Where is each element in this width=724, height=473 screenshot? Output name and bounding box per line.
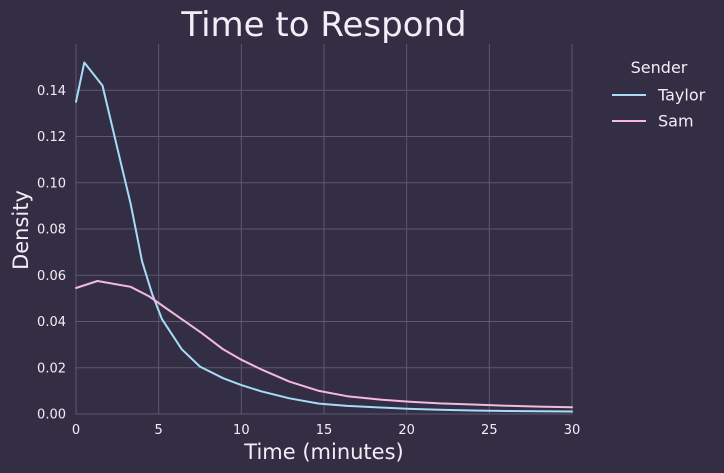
- x-tick-label: 0: [72, 423, 80, 438]
- x-axis-label: Time (minutes): [243, 440, 403, 464]
- series-line-taylor: [75, 61, 573, 413]
- legend-items: Taylor Sam: [612, 86, 706, 131]
- legend-label-taylor: Taylor: [657, 86, 706, 105]
- y-tick-label: 0.04: [37, 315, 66, 330]
- y-axis-label: Density: [9, 190, 33, 270]
- y-tick-labels: 0.00 0.02 0.04 0.06 0.08 0.10 0.12 0.14: [37, 84, 66, 423]
- y-tick-label: 0.12: [37, 130, 66, 145]
- y-tick-label: 0.06: [37, 269, 66, 284]
- y-tick-label: 0.10: [37, 176, 66, 191]
- axes: [75, 44, 572, 415]
- x-tick-labels: 0 5 10 15 20 25 30: [72, 423, 580, 438]
- grid-lines: [75, 44, 573, 415]
- chart-title: Time to Respond: [180, 5, 466, 45]
- x-tick-label: 5: [155, 423, 163, 438]
- y-tick-label: 0.02: [37, 361, 66, 376]
- legend-title: Sender: [631, 58, 688, 77]
- x-tick-label: 30: [564, 423, 581, 438]
- x-tick-label: 25: [481, 423, 498, 438]
- legend-label-sam: Sam: [658, 112, 694, 131]
- series-lines: [75, 61, 573, 413]
- y-tick-label: 0.14: [37, 84, 66, 99]
- x-tick-label: 10: [233, 423, 250, 438]
- series-line-sam: [75, 280, 573, 409]
- y-tick-label: 0.00: [37, 408, 66, 423]
- legend: Sender Taylor Sam: [612, 58, 706, 131]
- x-tick-label: 15: [316, 423, 333, 438]
- y-tick-label: 0.08: [37, 223, 66, 238]
- x-tick-label: 20: [398, 423, 415, 438]
